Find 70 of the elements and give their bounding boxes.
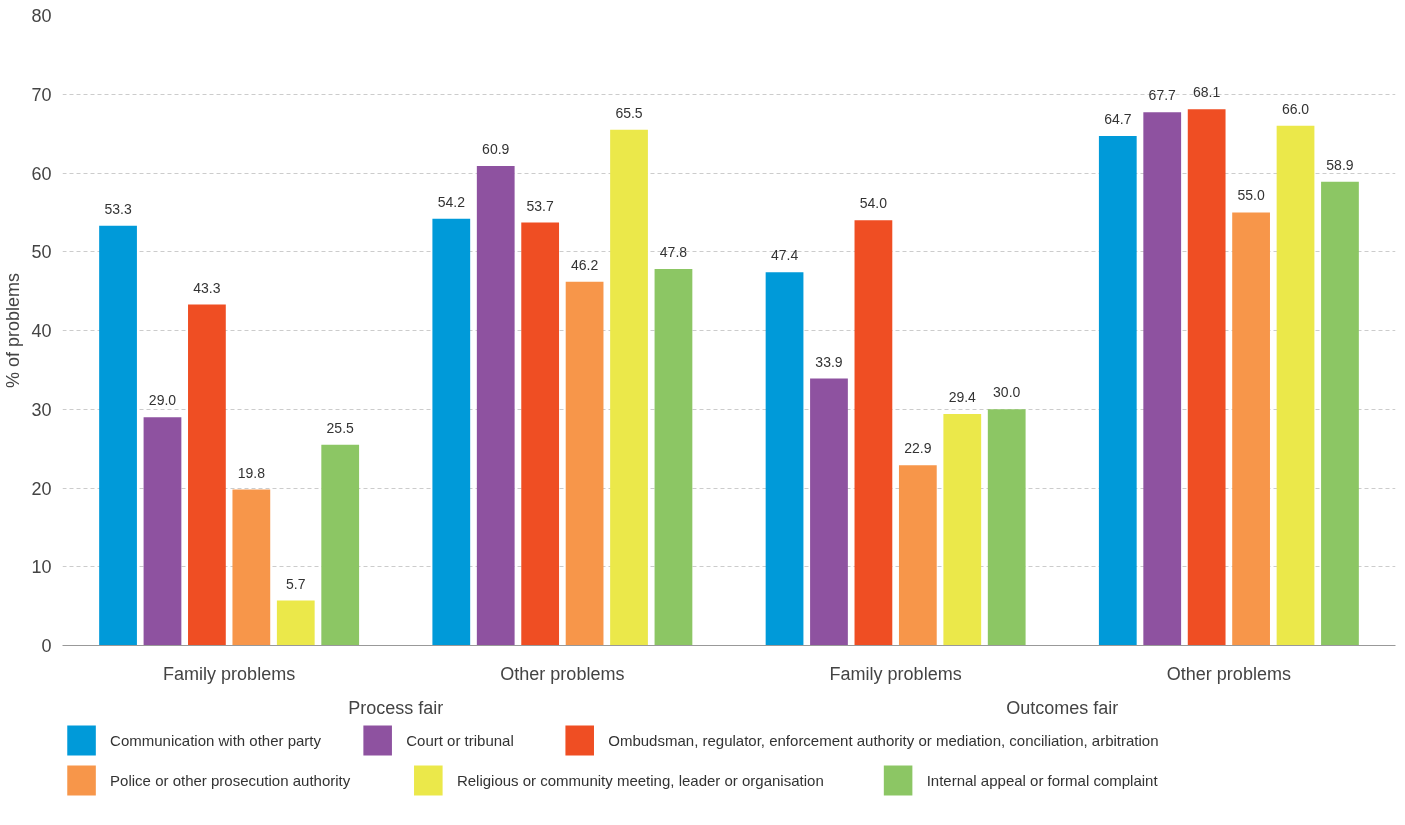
bar	[188, 304, 226, 646]
y-tick-label: 70	[31, 84, 52, 105]
y-tick-label: 20	[31, 478, 52, 499]
x-tick-label: Family problems	[163, 663, 296, 684]
legend-label: Internal appeal or formal complaint	[926, 772, 1159, 789]
bar	[476, 165, 515, 646]
data-label: 64.7	[1104, 110, 1132, 127]
x-tick-label: Other problems	[1166, 663, 1291, 684]
bar	[1098, 135, 1137, 646]
y-tick-label: 50	[31, 242, 52, 263]
bar	[1321, 181, 1359, 646]
bar	[521, 222, 560, 646]
y-tick-label: 80	[31, 6, 52, 26]
data-label: 58.9	[1326, 156, 1354, 173]
text: Outcomes fair	[1006, 697, 1119, 718]
data-label: 47.4	[770, 247, 799, 264]
bar	[898, 465, 937, 646]
data-label: 53.3	[104, 200, 132, 217]
bar	[432, 218, 471, 646]
bar	[321, 444, 360, 646]
data-label: 33.9	[815, 353, 843, 370]
x-tick-label: Family problems	[829, 663, 962, 684]
bar	[765, 272, 804, 646]
text: Process fair	[348, 697, 444, 718]
bar	[99, 225, 137, 646]
bar	[1143, 112, 1182, 646]
data-label: 54.0	[859, 195, 888, 212]
data-label: 66.0	[1281, 100, 1310, 117]
data-label: 47.8	[659, 244, 688, 261]
data-label: 65.5	[615, 104, 643, 121]
bar	[276, 600, 315, 646]
data-label: 60.9	[482, 140, 510, 157]
data-label: 29.4	[948, 388, 977, 405]
bar	[654, 269, 693, 646]
bar	[232, 489, 271, 646]
y-axis-title: % of problems	[3, 272, 24, 389]
data-label: 22.9	[904, 440, 932, 457]
legend-label: Religious or community meeting, leader or organisation	[456, 772, 824, 789]
data-label: 55.0	[1237, 187, 1265, 204]
y-tick-label: 40	[31, 321, 52, 341]
data-label: 53.7	[526, 197, 554, 214]
y-tick-label: 30	[31, 399, 52, 420]
bar	[943, 413, 982, 646]
legend-label: Court or tribunal	[406, 732, 514, 749]
bar	[854, 220, 893, 646]
data-label: 43.3	[193, 279, 221, 296]
data-label: 30.0	[993, 384, 1021, 401]
legend-label: Communication with other party	[110, 732, 322, 749]
bar	[810, 378, 848, 646]
data-label: 19.8	[237, 464, 266, 481]
data-label: 29.0	[148, 392, 177, 409]
data-label: 54.2	[437, 193, 466, 210]
data-label: 67.7	[1148, 87, 1177, 104]
bar	[987, 409, 1026, 646]
data-label: 68.1	[1193, 84, 1221, 101]
bar	[1276, 125, 1315, 646]
y-tick-label: 0	[41, 636, 52, 656]
bar	[143, 417, 182, 646]
data-label: 46.2	[570, 256, 599, 273]
bar	[1232, 212, 1270, 646]
data-label: 25.5	[326, 419, 355, 436]
legend-label: Ombudsman, regulator, enforcement authority or mediation, conciliation, arbitration	[608, 732, 1159, 749]
y-tick-label: 10	[31, 557, 52, 578]
bar	[1187, 109, 1226, 646]
legend-label: Police or other prosecution authority	[110, 772, 351, 789]
y-tick-label: 60	[31, 163, 52, 184]
data-label: 5.7	[286, 575, 306, 592]
x-tick-label: Other problems	[500, 663, 625, 684]
bar	[610, 129, 648, 646]
bar	[565, 281, 604, 646]
